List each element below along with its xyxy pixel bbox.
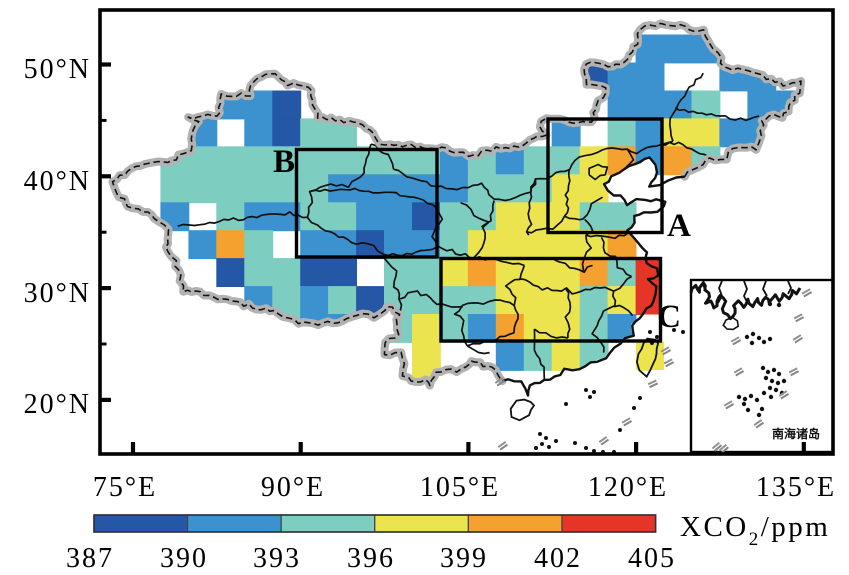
svg-text:南海诸岛: 南海诸岛 (772, 426, 820, 441)
svg-text:390: 390 (160, 543, 208, 574)
svg-text:393: 393 (253, 543, 301, 574)
svg-text:396: 396 (347, 543, 395, 574)
svg-text:405: 405 (628, 543, 676, 574)
svg-text:135°E: 135°E (756, 472, 836, 503)
svg-text:105°E: 105°E (420, 472, 500, 503)
svg-text:402: 402 (534, 543, 582, 574)
svg-text:387: 387 (66, 543, 114, 574)
svg-text:40°N: 40°N (24, 166, 91, 197)
svg-text:90°E: 90°E (261, 472, 325, 503)
svg-text:30°N: 30°N (24, 278, 91, 309)
svg-text:C: C (657, 299, 681, 335)
svg-text:B: B (273, 144, 295, 180)
svg-text:A: A (667, 208, 691, 244)
svg-text:399: 399 (440, 543, 488, 574)
svg-text:120°E: 120°E (588, 472, 668, 503)
svg-text:50°N: 50°N (24, 54, 91, 85)
svg-text:20°N: 20°N (24, 389, 91, 420)
svg-text:75°E: 75°E (93, 472, 157, 503)
